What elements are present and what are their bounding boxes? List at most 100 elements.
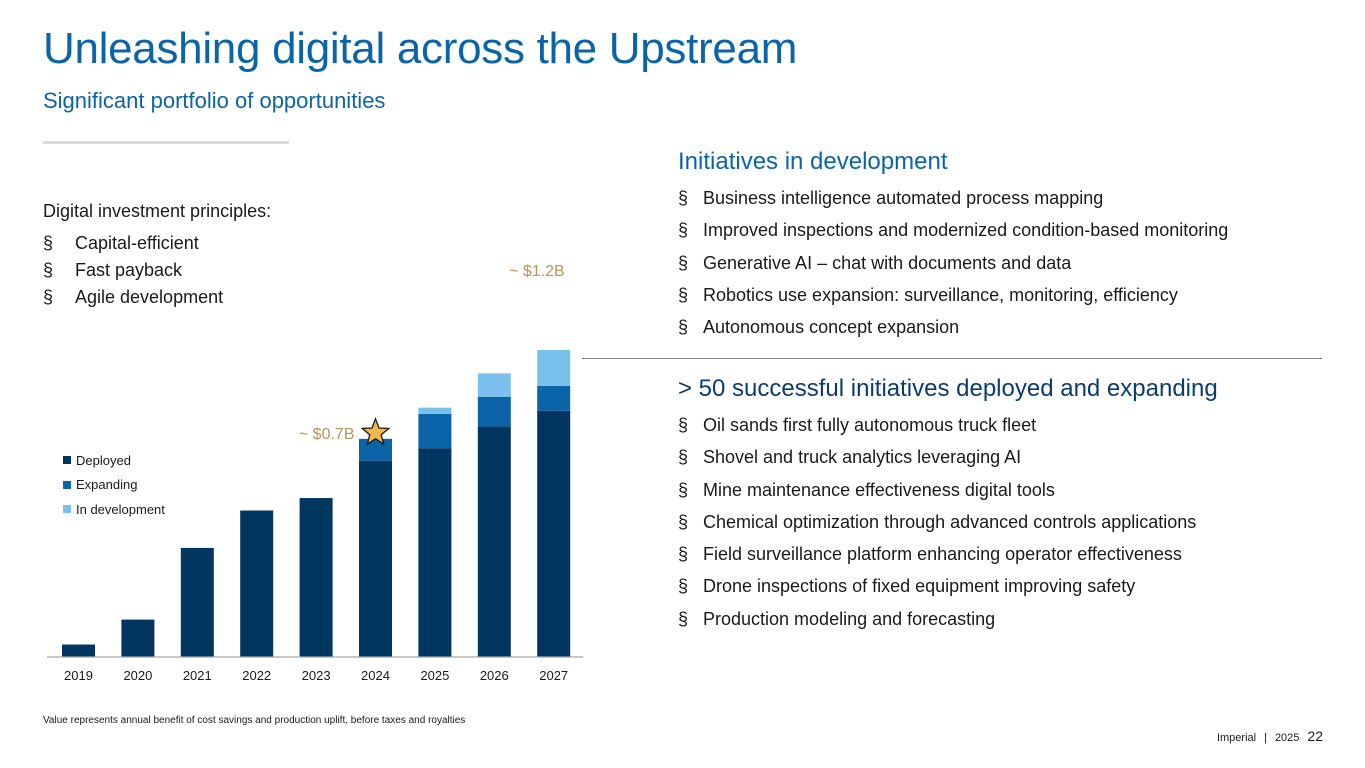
principles-heading: Digital investment principles: [43, 201, 272, 221]
bullet-marker: § [678, 317, 689, 338]
page-number: 22 [1307, 728, 1323, 744]
x-tick-label: 2026 [480, 668, 509, 683]
list-item-text: Robotics use expansion: surveillance, mo… [703, 284, 1178, 305]
bar-expanding-2026 [477, 396, 511, 427]
legend-swatch [63, 456, 71, 465]
list-item-text: Field surveillance platform enhancing op… [703, 544, 1182, 565]
list-item-text: Production modeling and forecasting [703, 608, 996, 629]
x-tick-label: 2022 [242, 668, 271, 683]
list-item-text: Improved inspections and modernized cond… [703, 220, 1229, 241]
legend-label: In development [76, 501, 165, 517]
bullet-marker: § [678, 608, 689, 629]
bar-in-development-2026 [477, 373, 511, 397]
list-item-text: Agile development [75, 287, 224, 307]
bar-expanding-2024 [359, 438, 392, 461]
slide-subtitle: Significant portfolio of opportunities [43, 88, 386, 113]
footnote: Value represents annual benefit of cost … [43, 715, 466, 726]
legend-label: Expanding [76, 477, 138, 493]
bullet-marker: § [678, 252, 689, 273]
list-item: § Production modeling and forecasting [678, 603, 1218, 635]
list-item: § Oil sands first fully autonomous truck … [678, 409, 1218, 441]
bullet-marker: § [43, 233, 54, 253]
list-item: § Generative AI – chat with documents and… [678, 247, 1228, 279]
legend-item-deployed: Deployed [63, 448, 165, 473]
x-tick-label: 2025 [420, 668, 449, 683]
annotation-label: ~ $0.7B [299, 426, 355, 443]
list-item: § Drone inspections of fixed equipment im… [678, 570, 1218, 602]
principles-list: § Capital-efficient § Fast payback § Agile … [43, 230, 271, 311]
list-item: § Business intelligence automated process… [678, 182, 1228, 214]
annotation-label: ~ $1.2B [509, 263, 565, 280]
list-item-text: Mine maintenance effectiveness digital t… [703, 479, 1055, 500]
investment-principles: Digital investment principles: § Capital-… [43, 201, 271, 311]
star-icon [360, 416, 391, 446]
deployed-list: § Oil sands first fully autonomous truck … [678, 409, 1218, 635]
bullet-marker: § [678, 415, 689, 435]
list-item: § Capital-efficient [43, 230, 271, 257]
list-item: § Autonomous concept expansion [678, 311, 1228, 343]
bar-expanding-2027 [537, 385, 571, 411]
list-item-text: Generative AI – chat with documents and … [703, 252, 1072, 273]
list-item: § Improved inspections and modernized con… [678, 214, 1228, 246]
list-item-text: Oil sands first fully autonomous truck f… [703, 415, 1037, 435]
list-item: § Robotics use expansion: surveillance, m… [678, 279, 1228, 311]
footer-separator: | [1264, 732, 1267, 744]
list-item: § Fast payback [43, 257, 271, 284]
bullet-marker: § [678, 220, 689, 241]
bar-deployed-2019 [62, 644, 95, 657]
initiatives-list: § Business intelligence automated process… [678, 182, 1228, 343]
list-item: § Field surveillance platform enhancing o… [678, 538, 1218, 570]
list-item-text: Capital-efficient [75, 233, 199, 253]
legend-label: Deployed [76, 452, 131, 468]
deployed-initiatives: > 50 successful initiatives deployed and… [678, 375, 1218, 635]
x-tick-label: 2027 [539, 668, 568, 683]
list-item-text: Autonomous concept expansion [703, 317, 960, 338]
slide-title: Unleashing digital across the Upstream [43, 24, 798, 73]
initiatives-heading: Initiatives in development [678, 148, 948, 175]
bullet-marker: § [678, 511, 689, 532]
list-item-text: Drone inspections of fixed equipment imp… [703, 576, 1136, 597]
bar-deployed-2027 [537, 410, 571, 657]
chart-legend: Deployed Expanding In development [63, 448, 165, 522]
slide-footer: Imperial | 2025 22 [1217, 728, 1323, 744]
bar-deployed-2021 [180, 547, 214, 657]
bullet-marker: § [678, 544, 689, 565]
bullet-marker: § [678, 576, 689, 597]
list-item-text: Business intelligence automated process … [703, 188, 1104, 208]
x-tick-label: 2024 [361, 668, 390, 683]
bar-deployed-2026 [477, 426, 511, 657]
legend-item-in-development: In development [63, 497, 165, 522]
bar-deployed-2022 [240, 510, 274, 657]
bullet-marker: § [678, 188, 689, 208]
bar-deployed-2024 [359, 460, 392, 657]
bar-deployed-2020 [121, 619, 155, 657]
legend-item-expanding: Expanding [63, 473, 165, 498]
legend-swatch [63, 505, 71, 514]
company-name: Imperial [1216, 732, 1257, 744]
bullet-marker: § [43, 287, 54, 307]
bullet-marker: § [678, 447, 689, 468]
legend-swatch [63, 480, 71, 489]
x-tick-label: 2020 [123, 668, 152, 683]
list-item-text: Shovel and truck analytics leveraging AI [703, 447, 1022, 468]
bar-deployed-2025 [418, 448, 452, 657]
bar-in-development-2027 [537, 350, 571, 386]
x-tick-label: 2019 [64, 668, 93, 683]
footer-year: 2025 [1274, 732, 1300, 744]
section-divider [582, 358, 1322, 359]
x-tick-label: 2023 [302, 668, 331, 683]
bar-expanding-2025 [418, 413, 452, 449]
title-underline [43, 141, 289, 144]
bullet-marker: § [678, 479, 689, 500]
bar-deployed-2023 [299, 498, 333, 657]
initiatives-in-development: Initiatives in development § Business int… [678, 148, 1228, 343]
bullet-marker: § [43, 260, 54, 280]
list-item-text: Fast payback [75, 260, 183, 280]
list-item-text: Chemical optimization through advanced c… [703, 511, 1197, 532]
list-item: § Chemical optimization through advanced … [678, 506, 1218, 538]
list-item: § Agile development [43, 284, 271, 311]
bullet-marker: § [678, 284, 689, 305]
list-item: § Mine maintenance effectiveness digital … [678, 474, 1218, 506]
x-tick-label: 2021 [183, 668, 212, 683]
bar-in-development-2025 [418, 407, 452, 414]
